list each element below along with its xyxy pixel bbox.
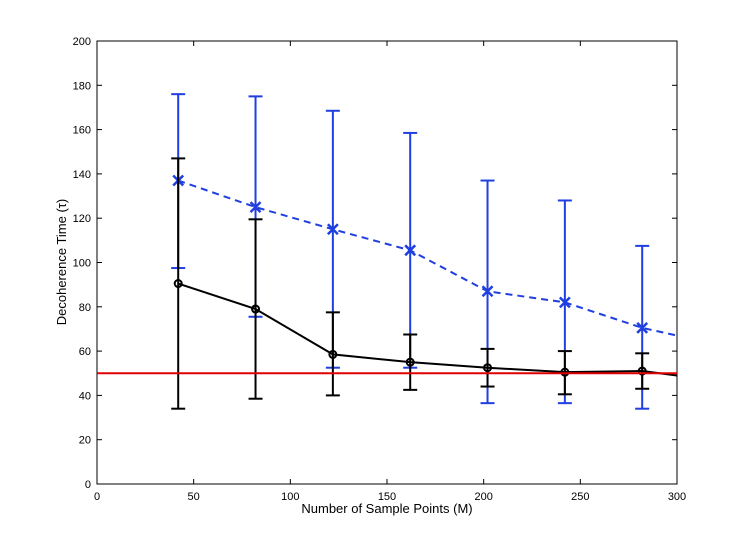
point-marker-circle — [328, 349, 338, 359]
y-tick-label: 140 — [73, 169, 91, 181]
y-tick-label: 40 — [79, 390, 91, 402]
point-marker-circle — [560, 367, 570, 377]
series-line — [177, 282, 678, 377]
point-marker-x — [481, 285, 494, 298]
x-tick-label: 200 — [474, 491, 492, 503]
y-tick-label: 60 — [79, 346, 91, 358]
x-tick-label: 300 — [668, 491, 686, 503]
y-axis-label: Decoherence Time (τ) — [54, 199, 69, 326]
x-tick-label: 100 — [281, 491, 299, 503]
point-marker-x — [404, 244, 417, 257]
y-tick-label: 20 — [79, 435, 91, 447]
y-tick-label: 80 — [79, 302, 91, 314]
point-marker-circle — [637, 366, 647, 376]
point-marker-circle — [405, 357, 415, 367]
plot-area — [96, 40, 678, 485]
series-layer — [97, 93, 678, 410]
y-axis: 0 20 40 60 80 100 120 140 160 180 200 — [73, 36, 677, 491]
point-marker-x — [558, 296, 571, 309]
x-tick-label: 0 — [94, 491, 100, 503]
x-axis: 0 50 100 150 200 250 300 — [94, 41, 686, 503]
x-tick-label: 250 — [571, 491, 589, 503]
x-axis-label: Number of Sample Points (M) — [301, 501, 472, 516]
y-tick-label: 160 — [73, 125, 91, 137]
x-tick-label: 50 — [188, 491, 200, 503]
point-marker-x — [326, 223, 339, 236]
series-1 — [171, 157, 678, 410]
point-marker-circle — [173, 279, 183, 289]
point-marker-circle — [483, 363, 493, 373]
y-tick-label: 200 — [73, 36, 91, 48]
y-tick-label: 180 — [73, 80, 91, 92]
series-0 — [171, 93, 678, 410]
y-tick-label: 100 — [73, 258, 91, 270]
point-marker-circle — [251, 304, 261, 314]
y-tick-label: 0 — [85, 479, 91, 491]
point-marker-x — [636, 321, 649, 334]
point-marker-x — [249, 201, 262, 214]
x-tick-label: 150 — [378, 491, 396, 503]
y-tick-label: 120 — [73, 213, 91, 225]
